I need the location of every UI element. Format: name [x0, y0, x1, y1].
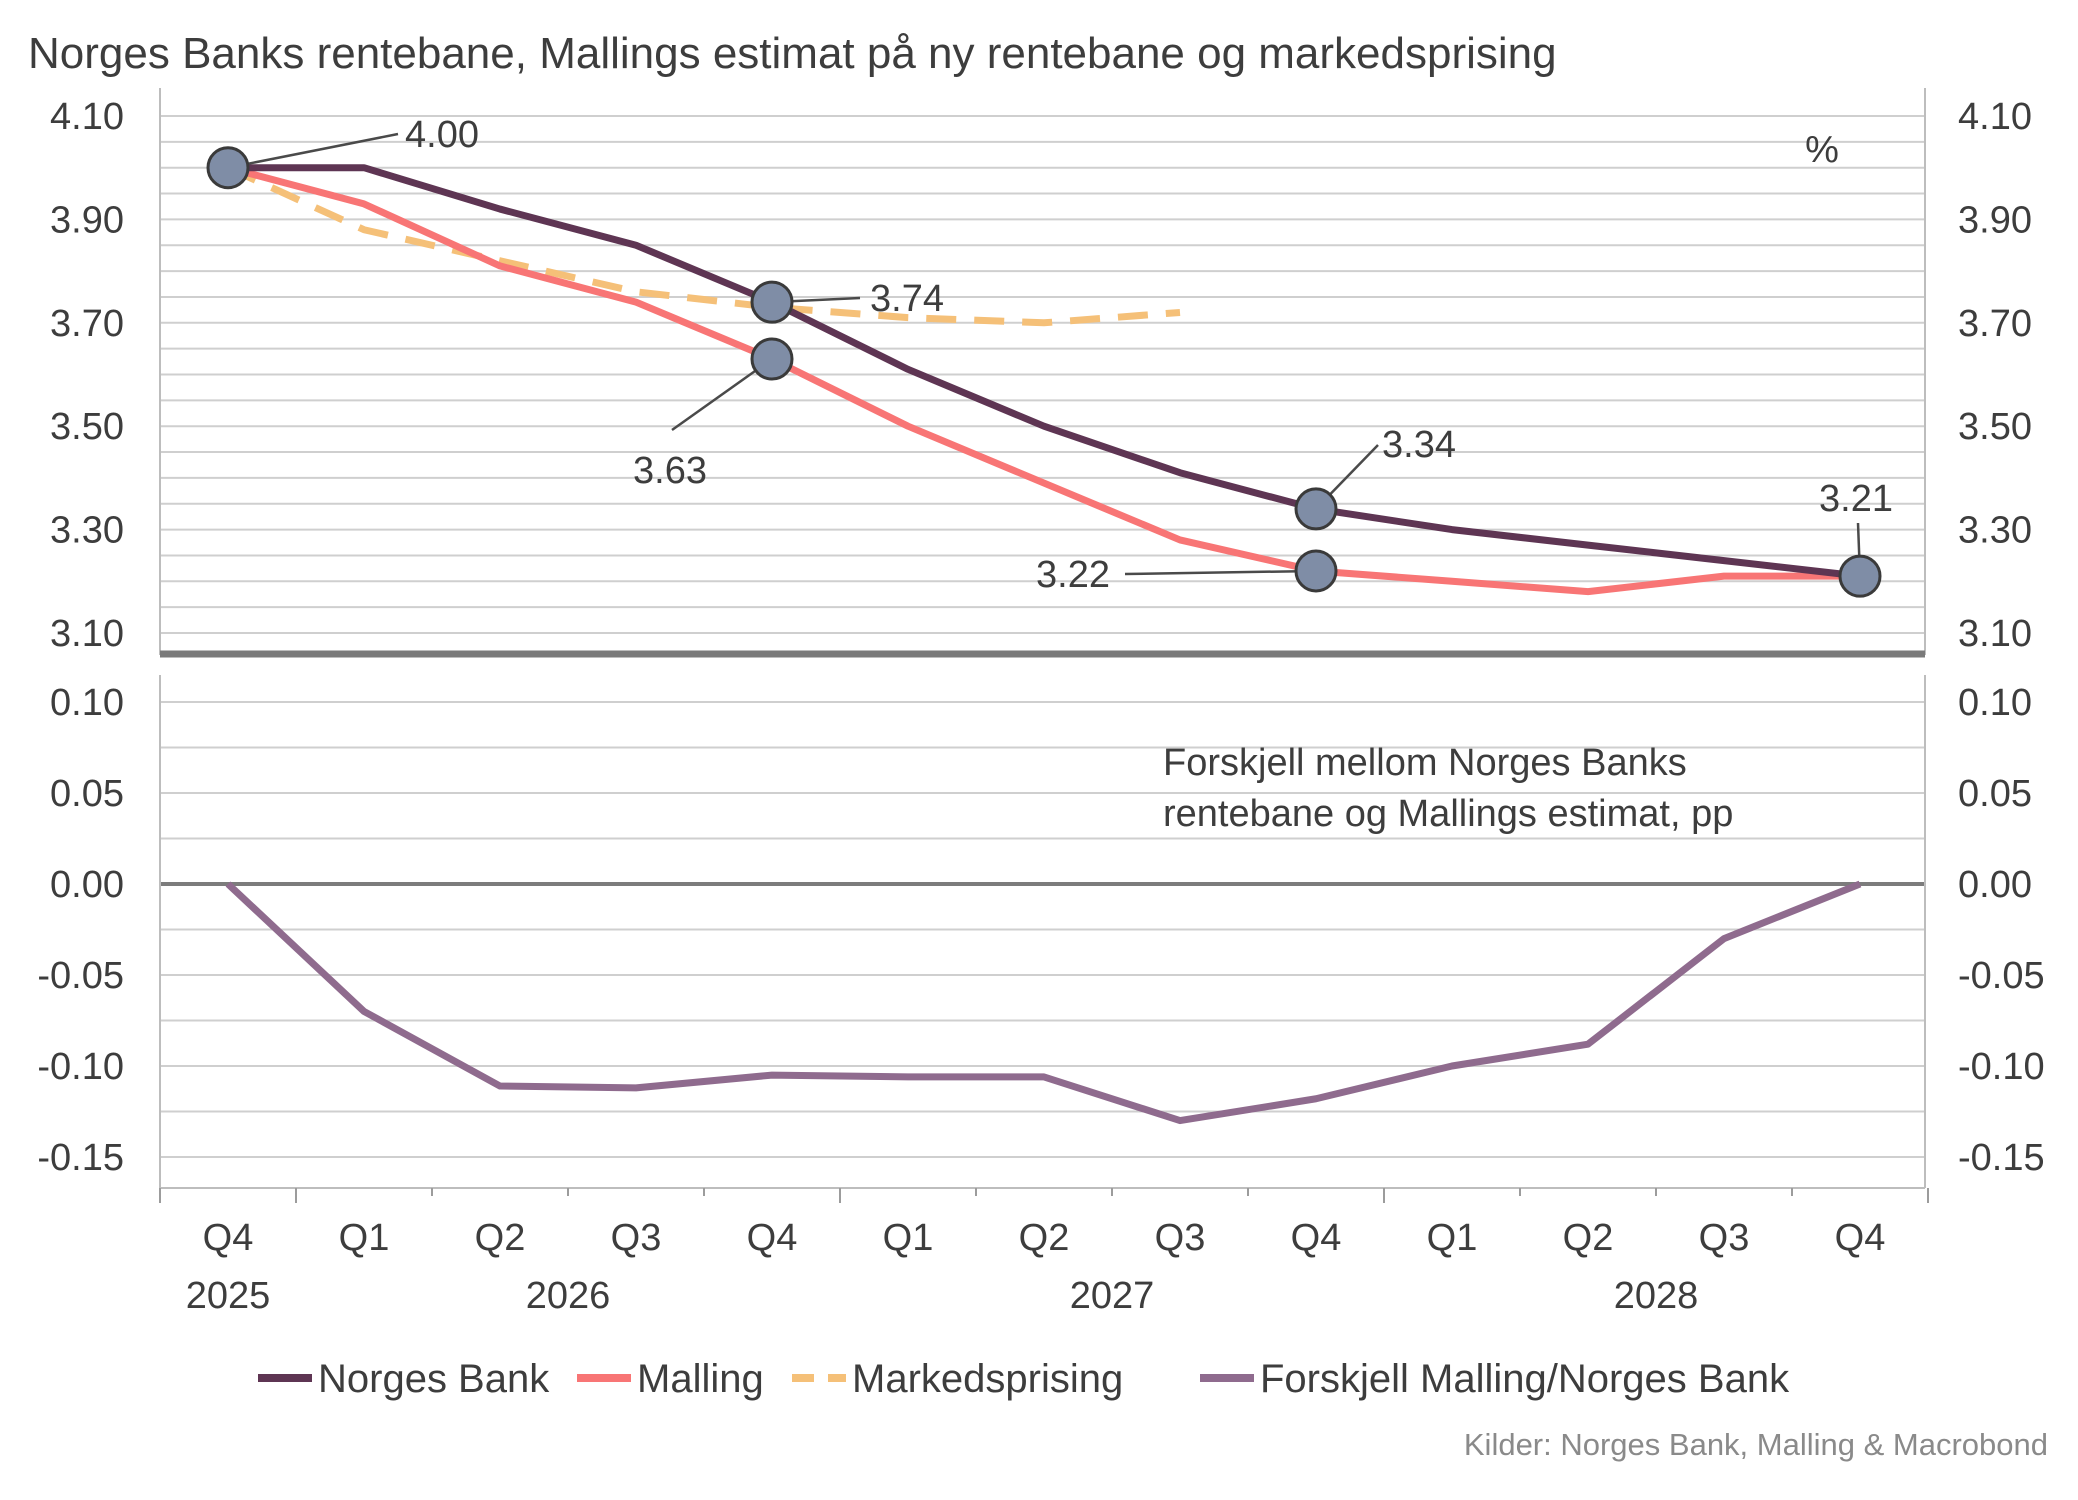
x-quarter-label: Q2: [475, 1217, 526, 1259]
x-quarter-label: Q3: [1155, 1217, 1206, 1259]
bottom-y-tick-left: 0.10: [50, 682, 124, 724]
annotation-leader-line: [227, 132, 399, 169]
bottom-y-tick-left: 0.05: [50, 773, 124, 815]
annotation-marker: [750, 280, 794, 324]
x-quarter-label: Q4: [1835, 1217, 1886, 1259]
bottom-y-tick-right: 0.00: [1958, 864, 2032, 906]
chart-title: Norges Banks rentebane, Mallings estimat…: [28, 29, 1557, 78]
x-quarter-label: Q1: [1427, 1217, 1478, 1259]
bottom-y-tick-right: 0.10: [1958, 682, 2032, 724]
bottom-y-tick-right: -0.05: [1958, 955, 2045, 997]
bottom-y-tick-right: -0.10: [1958, 1046, 2045, 1088]
top-y-tick-left: 3.10: [50, 613, 124, 655]
annotation-label: 3.74: [870, 278, 944, 320]
top-y-tick-right: 4.10: [1958, 96, 2032, 138]
top-y-tick-right: 3.70: [1958, 303, 2032, 345]
top-y-tick-right: 3.50: [1958, 406, 2032, 448]
axes: [159, 88, 1929, 1203]
series-norges-bank-line: [228, 164, 1861, 580]
x-year-label: 2026: [526, 1275, 611, 1317]
x-quarter-label: Q1: [883, 1217, 934, 1259]
series-layer: [225, 164, 1862, 1125]
annotation-marker: [206, 146, 250, 190]
top-y-tick-left: 3.30: [50, 510, 124, 552]
top-y-tick-right: 3.30: [1958, 510, 2032, 552]
bottom-y-tick-right: -0.15: [1958, 1137, 2045, 1179]
top-y-tick-left: 4.10: [50, 96, 124, 138]
x-quarter-label: Q1: [339, 1217, 390, 1259]
bottom-panel-grid: 0.10 0.10 0.05 0.05 0.00 0.00 -0.05 -0.05 -0.10 -…: [37, 682, 2044, 1179]
x-year-label: 2027: [1070, 1275, 1155, 1317]
bottom-y-tick-left: -0.05: [37, 955, 124, 997]
x-quarter-label: Q2: [1019, 1217, 1070, 1259]
legend-label: Forskjell Malling/Norges Bank: [1260, 1357, 1790, 1401]
source-note: Kilder: Norges Bank, Malling & Macrobond: [1464, 1427, 2048, 1462]
series-malling-line: [227, 164, 1860, 596]
top-y-tick-left: 3.50: [50, 406, 124, 448]
annotation-label: 3.34: [1382, 424, 1456, 466]
bottom-panel-text: Forskjell mellom Norges Banks: [1163, 742, 1687, 784]
x-axis-labels: Q4 Q1 Q2 Q3 Q4 Q1 Q2 Q3 Q4 Q1 Q2 Q3 Q4 2025 2026 2027 20…: [186, 1217, 1886, 1317]
annotation-label: 3.63: [633, 450, 707, 492]
x-year-label: 2028: [1614, 1275, 1699, 1317]
top-y-tick-left: 3.70: [50, 303, 124, 345]
x-quarter-label: Q2: [1563, 1217, 1614, 1259]
x-quarter-label: Q3: [1699, 1217, 1750, 1259]
bottom-y-tick-right: 0.05: [1958, 773, 2032, 815]
series-markedsprising-line: [226, 164, 1181, 327]
legend-label: Markedsprising: [852, 1357, 1123, 1401]
annotation-marker: [1294, 487, 1338, 531]
annotation-marker: [1294, 549, 1338, 593]
bottom-y-tick-left: -0.10: [37, 1046, 124, 1088]
annotation-marker: [1838, 554, 1882, 598]
x-year-label: 2025: [186, 1275, 271, 1317]
legend-label: Malling: [637, 1357, 764, 1401]
x-quarter-label: Q4: [747, 1217, 798, 1259]
series-forskjell-line: [225, 880, 1862, 1125]
bottom-y-tick-left: -0.15: [37, 1137, 124, 1179]
annotation-label: 3.22: [1036, 554, 1110, 596]
bottom-panel-text: rentebane og Mallings estimat, pp: [1163, 793, 1733, 835]
top-y-tick-left: 3.90: [50, 199, 124, 241]
top-y-tick-right: 3.10: [1958, 613, 2032, 655]
x-quarter-label: Q3: [611, 1217, 662, 1259]
unit-label: %: [1805, 129, 1839, 171]
legend-label: Norges Bank: [318, 1357, 550, 1401]
annotation-layer: 4.00 3.74 3.63 3.34 3.22 3.21: [206, 114, 1893, 598]
annotation-label: 3.21: [1819, 478, 1893, 520]
x-quarter-label: Q4: [203, 1217, 254, 1259]
annotation-marker: [750, 337, 794, 381]
legend: Norges Bank Malling Markedsprising Forskjel…: [258, 1357, 1790, 1401]
x-quarter-label: Q4: [1291, 1217, 1342, 1259]
bottom-y-tick-left: 0.00: [50, 864, 124, 906]
annotation-label: 4.00: [405, 114, 479, 156]
annotation-leader-line: [1124, 569, 1317, 576]
top-y-tick-right: 3.90: [1958, 199, 2032, 241]
